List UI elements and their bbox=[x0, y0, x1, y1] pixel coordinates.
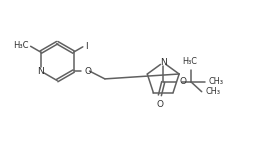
Text: H₃C: H₃C bbox=[13, 41, 29, 50]
Text: CH₃: CH₃ bbox=[206, 87, 221, 96]
Text: O: O bbox=[85, 67, 92, 76]
Text: O: O bbox=[179, 78, 186, 86]
Text: CH₃: CH₃ bbox=[209, 78, 224, 86]
Text: O: O bbox=[156, 100, 163, 108]
Text: H₃C: H₃C bbox=[182, 57, 197, 66]
Text: N: N bbox=[37, 67, 44, 76]
Text: I: I bbox=[86, 42, 88, 51]
Text: N: N bbox=[160, 58, 167, 67]
